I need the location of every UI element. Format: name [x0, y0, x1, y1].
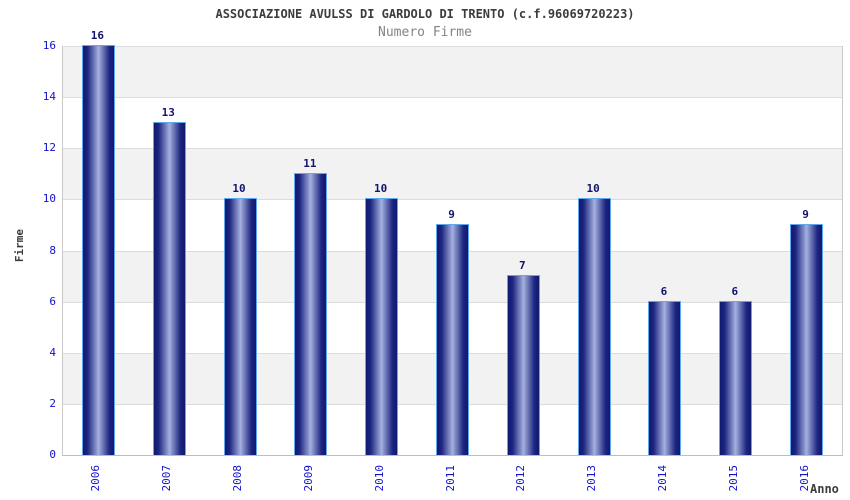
bar-value-label: 11 [303, 156, 317, 170]
bar-value-label: 10 [586, 182, 600, 196]
bar [223, 198, 257, 455]
x-tick-label: 2015 [726, 465, 740, 492]
y-tick-label: 4 [49, 345, 56, 359]
y-tick-label: 8 [49, 243, 56, 257]
grid-band [63, 148, 842, 200]
x-tick-label: 2010 [372, 465, 386, 492]
bar-value-label: 7 [519, 259, 526, 273]
x-tick-label: 2009 [301, 465, 315, 492]
x-tick-label: 2011 [443, 465, 457, 492]
bar [506, 275, 540, 455]
x-tick-label: 2012 [514, 465, 528, 492]
bar [790, 223, 824, 455]
y-tick-label: 0 [49, 448, 56, 461]
y-tick-label: 14 [42, 90, 56, 104]
bar-value-label: 9 [802, 207, 809, 221]
y-tick-label: 16 [42, 39, 56, 52]
grid-band [63, 97, 842, 149]
bar [719, 300, 753, 455]
x-tick-label: 2006 [89, 465, 103, 492]
x-tick-label: 2016 [797, 465, 811, 492]
grid-band [63, 46, 842, 98]
y-tick-label: 6 [49, 294, 56, 308]
y-tick-label: 10 [42, 192, 56, 206]
bar-value-label: 10 [374, 182, 388, 196]
bar-value-label: 6 [660, 284, 668, 298]
chart-title: ASSOCIAZIONE AVULSS DI GARDOLO DI TRENTO… [215, 7, 635, 21]
bar-value-label: 9 [448, 207, 455, 221]
y-tick-label: 2 [49, 396, 56, 410]
bar-value-label: 6 [731, 284, 739, 298]
x-tick-label: 2013 [585, 465, 599, 492]
y-tick-label: 12 [42, 141, 56, 155]
bar [648, 300, 682, 455]
bar [577, 198, 611, 455]
x-tick-label: 2014 [655, 465, 669, 492]
chart-subtitle: Numero Firme [378, 25, 472, 40]
x-tick-label: 2007 [160, 465, 174, 492]
plot-area [62, 45, 843, 456]
bar [294, 172, 328, 455]
bar-value-label: 10 [232, 182, 246, 196]
bar [436, 223, 469, 455]
bar-value-label: 13 [161, 105, 175, 119]
bar [365, 198, 399, 455]
bar-value-label: 16 [90, 29, 105, 42]
x-axis-title: Anno [810, 482, 839, 496]
bar [152, 121, 186, 455]
x-tick-label: 2008 [231, 465, 245, 492]
bar [81, 45, 115, 455]
